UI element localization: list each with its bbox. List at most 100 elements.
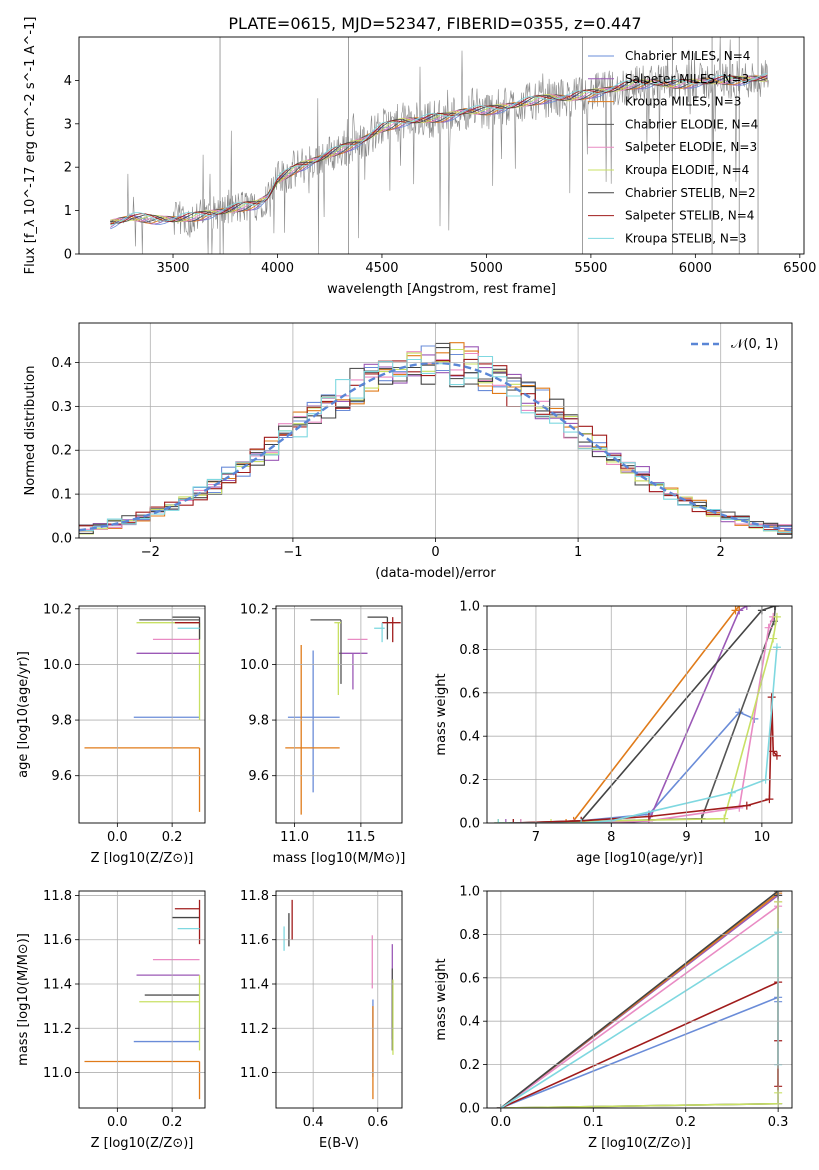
weight-line <box>500 930 779 1108</box>
weight-marker <box>547 819 556 823</box>
weight-marker <box>494 819 503 823</box>
x-tick-label: 2 <box>717 545 725 560</box>
x-tick-label: 3500 <box>156 261 189 276</box>
y-tick-label: 10.2 <box>240 602 269 617</box>
weight-marker <box>735 606 744 610</box>
y-tick-label: 9.8 <box>51 714 72 729</box>
y-tick-label: 11.6 <box>240 933 269 948</box>
y-tick-label: 11.6 <box>43 933 72 948</box>
plot-area <box>494 606 781 823</box>
grid-lines <box>79 606 205 823</box>
x-tick-label: 0.2 <box>162 1115 183 1130</box>
age-vs-mass-panel: 11.0 11.5 9.6 9.8 10.0 10.2 mass [log10(M/M⊙)] <box>240 602 405 866</box>
model-spectrum-line <box>110 75 768 224</box>
legend-label: Salpeter ELODIE, N=3 <box>625 140 757 154</box>
weight-line <box>498 711 755 823</box>
grid-lines <box>79 323 792 539</box>
mass-vs-ebv-panel: 0.4 0.6 11.0 11.2 11.4 11.6 11.8 E(B-V) <box>240 889 403 1151</box>
y-axis-label: mass weight <box>434 673 449 755</box>
y-tick-label: 0.2 <box>459 773 480 788</box>
y-axis-label: mass [log10(M/M⊙)] <box>16 933 31 1066</box>
weight-marker <box>771 606 780 610</box>
axes-frame <box>78 605 206 824</box>
x-axis-label: mass [log10(M/M⊙)] <box>273 851 406 866</box>
y-tick-label: 10.2 <box>43 602 72 617</box>
x-tick-label: 0.0 <box>107 830 128 845</box>
x-axis-label: age [log10(age/yr)] <box>576 851 703 866</box>
axes-frame <box>275 605 403 824</box>
y-axis-label: age [log10(age/yr)] <box>16 651 31 778</box>
x-tick-label: 9 <box>682 830 690 845</box>
y-tick-label: 11.0 <box>43 1066 72 1081</box>
y-tick-label: 2 <box>64 161 72 176</box>
x-tick-label: 0.2 <box>675 1115 696 1130</box>
age-weight-panel: 7 8 9 10 0.0 0.2 0.4 0.6 0.8 1.0 age [log10(age/yr… <box>434 600 793 866</box>
x-tick-label: 11.5 <box>346 830 375 845</box>
x-axis-label: Z [log10(Z/Z⊙)] <box>91 851 194 866</box>
x-axis-label: Z [log10(Z/Z⊙)] <box>91 1136 194 1151</box>
x-tick-label: 0.0 <box>491 1115 512 1130</box>
x-tick-label: 0.1 <box>583 1115 604 1130</box>
x-tick-label: 11.0 <box>280 830 309 845</box>
figure-title: PLATE=0615, MJD=52347, FIBERID=0355, z=0… <box>228 14 641 33</box>
weight-marker <box>644 812 653 821</box>
y-axis-label: Flux [f_λ 10^-17 erg cm^-2 s^-1 A^-1] <box>23 17 38 275</box>
model-spectrum-line <box>110 75 768 223</box>
axes-frame <box>78 322 793 539</box>
plot-area <box>283 899 394 1100</box>
y-tick-label: 11.4 <box>43 978 72 993</box>
x-tick-label: 4000 <box>261 261 294 276</box>
axes-frame <box>486 605 793 824</box>
weight-marker <box>735 803 744 812</box>
y-axis-label: Normed distribution <box>23 366 38 496</box>
y-tick-label: 11.0 <box>240 1066 269 1081</box>
weight-marker <box>516 819 525 823</box>
y-tick-label: 4 <box>64 74 72 89</box>
weight-marker <box>509 819 518 823</box>
y-tick-label: 0.2 <box>459 1058 480 1073</box>
y-tick-label: 11.2 <box>43 1022 72 1037</box>
metallicity-weight-panel: 0.0 0.1 0.2 0.3 0.0 0.2 0.4 0.6 0.8 1.0 Z [log10(Z… <box>434 885 793 1151</box>
y-tick-label: 1 <box>64 204 72 219</box>
x-tick-label: −1 <box>283 545 302 560</box>
y-tick-label: 10.0 <box>43 658 72 673</box>
x-tick-label: 10 <box>754 830 771 845</box>
x-tick-label: 0.6 <box>367 1115 388 1130</box>
weight-marker <box>772 612 781 621</box>
legend-label: Chabrier ELODIE, N=4 <box>625 117 758 131</box>
x-tick-label: 6000 <box>679 261 712 276</box>
spectrum-panel: 3500 4000 4500 5000 5500 6000 6500 0 1 2 3 4 wavelen… <box>23 17 816 297</box>
x-tick-label: 7 <box>532 830 540 845</box>
y-tick-label: 0.3 <box>51 400 72 415</box>
x-axis-label: E(B-V) <box>319 1136 359 1151</box>
axes-frame <box>486 890 793 1109</box>
legend-label: 𝒩(0, 1) <box>731 337 778 352</box>
y-tick-label: 0.1 <box>51 488 72 503</box>
plot-area <box>84 616 201 812</box>
weight-marker <box>769 634 778 643</box>
weight-marker <box>731 606 740 615</box>
y-axis-label: mass weight <box>434 958 449 1040</box>
x-tick-label: 5500 <box>574 261 607 276</box>
grid-lines <box>276 606 402 823</box>
legend-label: Kroupa ELODIE, N=4 <box>625 163 749 177</box>
weight-line <box>500 996 779 1108</box>
x-tick-label: 0.3 <box>768 1115 789 1130</box>
y-tick-label: 11.2 <box>240 1022 269 1037</box>
x-tick-label: 8 <box>607 830 615 845</box>
x-tick-label: 6500 <box>783 261 816 276</box>
weight-line <box>500 901 779 1108</box>
y-tick-label: 1.0 <box>459 885 480 900</box>
weight-marker <box>765 795 774 804</box>
x-axis-label: wavelength [Angstrom, rest frame] <box>327 282 556 297</box>
x-tick-label: −2 <box>141 545 160 560</box>
weight-line <box>498 606 740 823</box>
weight-marker <box>727 788 736 797</box>
residual-histogram-panel: −2 −1 0 1 2 0.0 0.1 0.2 0.3 0.4 (data-model)/error… <box>23 322 793 581</box>
weight-marker <box>720 814 729 823</box>
x-tick-label: 0.4 <box>303 1115 324 1130</box>
weight-marker <box>501 819 510 823</box>
weight-marker <box>769 747 778 756</box>
y-tick-label: 1.0 <box>459 600 480 615</box>
legend-label: Salpeter MILES, N=3 <box>625 72 749 86</box>
